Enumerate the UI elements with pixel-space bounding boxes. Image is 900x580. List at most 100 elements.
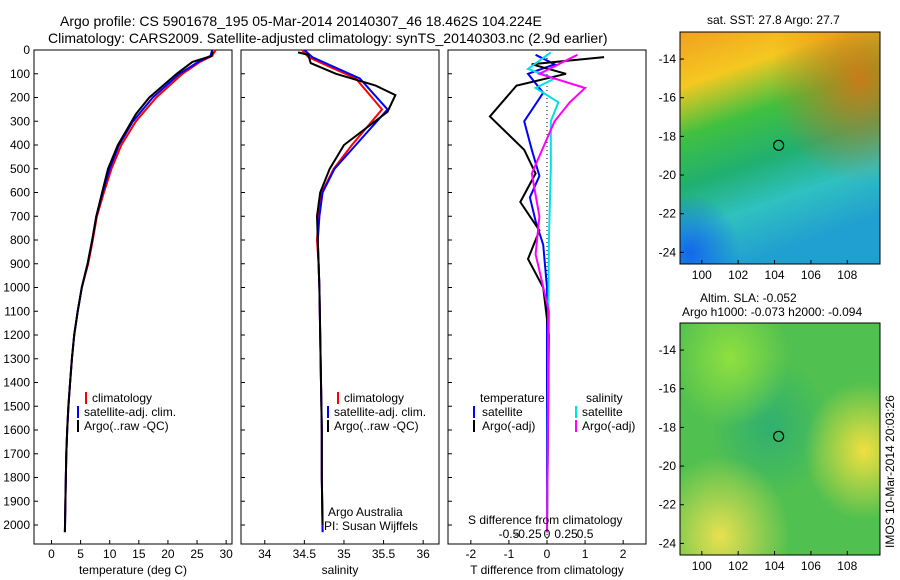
x-tick-label: 36 — [416, 547, 430, 561]
legend-title-temperature: temperature — [480, 391, 545, 405]
sla-map-south-patch — [680, 323, 880, 555]
y-tick-label: 400 — [10, 138, 30, 152]
annotation-pi: PI: Susan Wijffels — [324, 519, 418, 533]
y-tick-label: 2000 — [3, 518, 30, 532]
legend-label-argo: Argo(..raw -QC) — [84, 419, 169, 433]
x-tick-label: 30 — [219, 547, 233, 561]
salinity-panel-frame — [240, 49, 440, 545]
salinity-plot: 34 34.5 35 35.5 36 salinity — [241, 49, 430, 577]
y-tick-label: 500 — [10, 162, 30, 176]
y-tick-label: 1300 — [3, 352, 30, 366]
map-y-tick-label: -16 — [659, 382, 677, 396]
x-tick-label: 5 — [77, 547, 84, 561]
x-tick-label: -1 — [504, 547, 515, 561]
y-tick-label: 1700 — [3, 447, 30, 461]
x-axis-label: temperature (deg C) — [79, 563, 187, 577]
legend-label-climatology: climatology — [344, 391, 404, 405]
legend-label-t-satellite: satellite — [482, 405, 523, 419]
map-x-tick-label: 106 — [801, 559, 821, 573]
x-tick-label: 10 — [103, 547, 117, 561]
temperature-panel-frame — [33, 49, 233, 545]
y-tick-label: 1400 — [3, 376, 30, 390]
temperature-legend: climatology satellite-adj. clim. Argo(..… — [77, 391, 176, 433]
y-tick-label: 0 — [23, 43, 30, 57]
y-tick-label: 1100 — [4, 304, 30, 318]
x-tick-label: 1 — [582, 547, 589, 561]
map-x-tick-label: 100 — [692, 559, 712, 573]
sst-map: sat. SST: 27.8 Argo: 27.7 — [679, 13, 881, 265]
sla-map: Altim. SLA: -0.052 Argo h1000: -0.073 h2… — [679, 291, 881, 556]
y-tick-label: 1200 — [3, 328, 30, 342]
x-axis-label: T difference from climatology — [470, 563, 624, 577]
sst-map-frame — [679, 31, 881, 265]
y-tick-label: 800 — [10, 233, 30, 247]
sla-map-frame — [679, 322, 881, 556]
y-tick-label: 1000 — [3, 281, 30, 295]
map-x-tick-label: 104 — [765, 268, 785, 282]
map-y-tick-label: -20 — [659, 168, 677, 182]
sla-map-axes: 100 102 104 106 108 -14 -16 -18 -20 -22 -24 — [659, 343, 858, 573]
series-line-argo-raw-qc- — [63, 50, 214, 533]
map-y-tick-label: -22 — [659, 207, 677, 221]
series-line-climatology — [301, 49, 384, 533]
salinity-legend: climatology satellite-adj. clim. Argo(..… — [324, 391, 426, 533]
s-diff-tick-label: 0.5 — [577, 527, 594, 541]
temperature-plot: 0 5 10 15 20 25 300100200300400500600700800900… — [3, 43, 233, 577]
legend-label-s-satellite: satellite — [582, 405, 623, 419]
argo-location-marker — [773, 430, 785, 442]
legend-label-satellite: satellite-adj. clim. — [334, 405, 426, 419]
y-tick-label: 600 — [10, 186, 30, 200]
x-tick-label: 20 — [161, 547, 175, 561]
s-diff-tick-label: -0.25 — [514, 527, 542, 541]
y-tick-label: 1800 — [3, 471, 30, 485]
s-diff-tick-label: 0.25 — [554, 527, 578, 541]
header-line2: Climatology: CARS2009. Satellite-adjuste… — [48, 30, 608, 46]
series-line-climatology — [63, 49, 217, 533]
map-x-tick-label: 102 — [728, 268, 748, 282]
map-x-tick-label: 108 — [837, 268, 857, 282]
argo-location-marker — [773, 139, 785, 151]
map-y-tick-label: -20 — [659, 459, 677, 473]
x-tick-label: 15 — [132, 547, 146, 561]
sst-map-cold-patch — [680, 32, 880, 264]
map-x-tick-label: 106 — [801, 268, 821, 282]
y-tick-label: 1600 — [3, 423, 30, 437]
map-x-tick-label: 104 — [765, 559, 785, 573]
s-diff-tick-label: -0.5 — [499, 527, 520, 541]
map-y-tick-label: -24 — [659, 536, 677, 550]
series-line-argo-adj- — [530, 53, 588, 533]
footer-stamp: IMOS 10-Mar-2014 20:03:26 — [883, 395, 897, 548]
series-line-satellite — [525, 51, 560, 533]
legend-label-satellite: satellite-adj. clim. — [84, 405, 176, 419]
legend-label-s-argo: Argo(-adj) — [582, 419, 635, 433]
y-tick-label: 1900 — [3, 494, 30, 508]
map-y-tick-label: -18 — [659, 420, 677, 434]
map-y-tick-label: -24 — [659, 245, 677, 259]
y-tick-label: 900 — [10, 257, 30, 271]
map-y-tick-label: -22 — [659, 498, 677, 512]
x-tick-label: 34 — [258, 547, 272, 561]
map-x-tick-label: 108 — [837, 559, 857, 573]
sla-map-title: Altim. SLA: -0.052 — [700, 291, 797, 305]
legend-label-argo: Argo(..raw -QC) — [334, 419, 419, 433]
legend-title-salinity: salinity — [586, 391, 623, 405]
sst-map-axes: 100 102 104 106 108 -14 -16 -18 -20 -22 -24 — [659, 52, 858, 282]
sst-map-title: sat. SST: 27.8 Argo: 27.7 — [707, 13, 840, 27]
x-tick-label: 0 — [48, 547, 55, 561]
x-tick-label: -2 — [466, 547, 477, 561]
difference-plot: -2 -1 0 1 2 T difference from climatology -0.5… — [448, 49, 627, 577]
y-tick-label: 300 — [10, 114, 30, 128]
map-x-tick-label: 100 — [692, 268, 712, 282]
x-tick-label: 25 — [190, 547, 204, 561]
difference-s-axis-label: S difference from climatology — [468, 513, 623, 527]
x-tick-label: 0 — [544, 547, 551, 561]
y-tick-label: 200 — [10, 91, 30, 105]
x-axis-label: salinity — [322, 563, 359, 577]
header-line1: Argo profile: CS 5901678_195 05-Mar-2014… — [60, 13, 542, 29]
y-tick-label: 700 — [10, 209, 30, 223]
series-line-argo-raw-qc- — [297, 51, 397, 526]
legend-label-climatology: climatology — [92, 391, 152, 405]
map-y-tick-label: -14 — [659, 343, 677, 357]
legend-label-t-argo: Argo(-adj) — [482, 419, 535, 433]
